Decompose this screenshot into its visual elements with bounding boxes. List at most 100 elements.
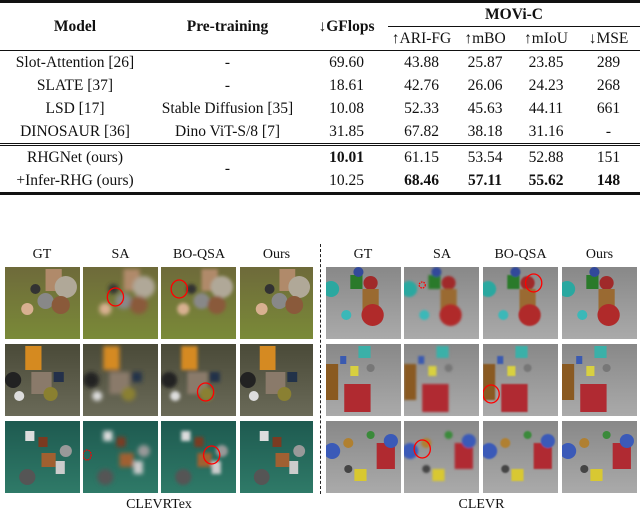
- scene-object: [439, 304, 462, 326]
- scene-object: [285, 296, 304, 314]
- scene-object: [361, 304, 384, 326]
- header-gflops: ↓GFlops: [305, 0, 388, 51]
- scene-object: [577, 310, 588, 320]
- scene-object: [259, 346, 276, 370]
- result-image: [5, 267, 80, 339]
- scene-object: [520, 276, 535, 290]
- scene-object: [428, 366, 437, 376]
- scene-object: [602, 431, 611, 439]
- scene-object: [326, 443, 341, 459]
- cell-mbo: 26.06: [467, 76, 503, 94]
- cell-ari: 67.82: [404, 122, 439, 140]
- scene-object: [404, 281, 418, 297]
- scene-object: [500, 438, 511, 448]
- scene-object: [523, 431, 532, 439]
- scene-object: [454, 443, 473, 469]
- cell-mbo: 25.87: [455, 50, 515, 74]
- error-highlight-circle: [413, 439, 432, 459]
- error-highlight-circle: [83, 449, 92, 461]
- scene-object: [501, 465, 510, 473]
- scene-object: [41, 453, 56, 467]
- table-row: Slot-Attention [26] -69.60 43.88 25.87 23.85…: [0, 50, 640, 74]
- table-row: RHGNet (ours) -10.01 61.15 53.54 52.88 151: [0, 143, 640, 194]
- header-movi-c: MOVi-C: [388, 0, 640, 27]
- table-row: +Infer-RHG (ours) 10.25 68.46 57.11 55.62 148: [0, 169, 640, 195]
- scene-object: [579, 438, 590, 448]
- scene-object: [181, 346, 198, 370]
- scene-object: [562, 281, 576, 297]
- scene-object: [580, 465, 589, 473]
- scene-object: [326, 364, 339, 400]
- qualitative-figure: GT SA BO-QSA Ours GT SA BO-QSA Ours CLEV…: [0, 240, 640, 512]
- scene-object: [511, 469, 524, 481]
- scene-object: [43, 387, 58, 401]
- scene-object: [376, 443, 395, 469]
- results-table: Model Pre-training ↓GFlops MOVi-C ↑ARI-F…: [0, 0, 640, 195]
- scene-object: [483, 281, 497, 297]
- scene-object: [289, 461, 299, 474]
- scene-object: [199, 387, 214, 401]
- scene-object: [483, 443, 498, 459]
- scene-object: [255, 303, 268, 315]
- scene-object: [498, 310, 509, 320]
- scene-object: [37, 293, 54, 309]
- header-ari-fg: ↑ARI-FG: [388, 26, 455, 51]
- scene-object: [586, 366, 595, 376]
- scene-object: [590, 469, 603, 481]
- scene-object: [275, 453, 290, 467]
- cell-mse: 661: [596, 99, 621, 117]
- error-highlight-circle: [170, 279, 189, 299]
- result-image: [161, 421, 236, 493]
- scene-object: [132, 276, 155, 298]
- scene-object: [25, 431, 35, 441]
- scene-object: [422, 465, 431, 473]
- scene-object: [461, 434, 476, 448]
- cell-model: Slot-Attention [26]: [0, 50, 150, 74]
- scene-object: [515, 346, 528, 358]
- cell-mse: 268: [596, 76, 621, 94]
- divider: [320, 244, 321, 494]
- cell-gflops: 10.25: [305, 169, 388, 195]
- scene-object: [92, 391, 103, 401]
- scene-object: [344, 465, 353, 473]
- error-highlight-circle: [418, 281, 426, 289]
- scene-object: [483, 364, 496, 400]
- scene-object: [383, 434, 398, 448]
- result-image: [483, 344, 558, 416]
- header-miou: ↑mIoU: [515, 26, 577, 51]
- scene-object: [350, 275, 363, 289]
- scene-object: [209, 372, 220, 382]
- scene-object: [108, 284, 119, 294]
- table-row: SLATE [37] - 18.61 42.76 26.06 24.23 268: [0, 74, 640, 97]
- scene-object: [597, 304, 620, 326]
- scene-object: [366, 364, 375, 372]
- scene-object: [419, 310, 430, 320]
- header-mbo: ↑mBO: [455, 26, 515, 51]
- scene-object: [599, 276, 614, 290]
- scene-object: [51, 296, 70, 314]
- cell-miou: 52.88: [515, 143, 577, 169]
- result-image: [562, 344, 637, 416]
- scene-object: [97, 469, 114, 485]
- scene-object: [354, 469, 367, 481]
- cell-mse: 148: [577, 169, 640, 195]
- scene-object: [5, 372, 22, 388]
- col-header-gt: GT: [353, 247, 373, 262]
- error-highlight-circle: [202, 445, 221, 465]
- header-model: Model: [0, 0, 150, 51]
- scene-object: [341, 310, 352, 320]
- scene-object: [612, 443, 631, 469]
- col-header-sa: SA: [111, 247, 130, 262]
- scene-object: [366, 431, 375, 439]
- cell-pretraining: -: [150, 143, 305, 194]
- result-image: [404, 344, 479, 416]
- cell-gflops: 31.85: [329, 122, 364, 140]
- scene-object: [259, 431, 269, 441]
- result-image: [161, 267, 236, 339]
- scene-object: [562, 443, 577, 459]
- scene-object: [119, 453, 134, 467]
- scene-object: [215, 445, 228, 457]
- scene-object: [193, 293, 210, 309]
- cell-gflops: 10.01: [305, 143, 388, 169]
- col-header-ours: Ours: [262, 247, 291, 262]
